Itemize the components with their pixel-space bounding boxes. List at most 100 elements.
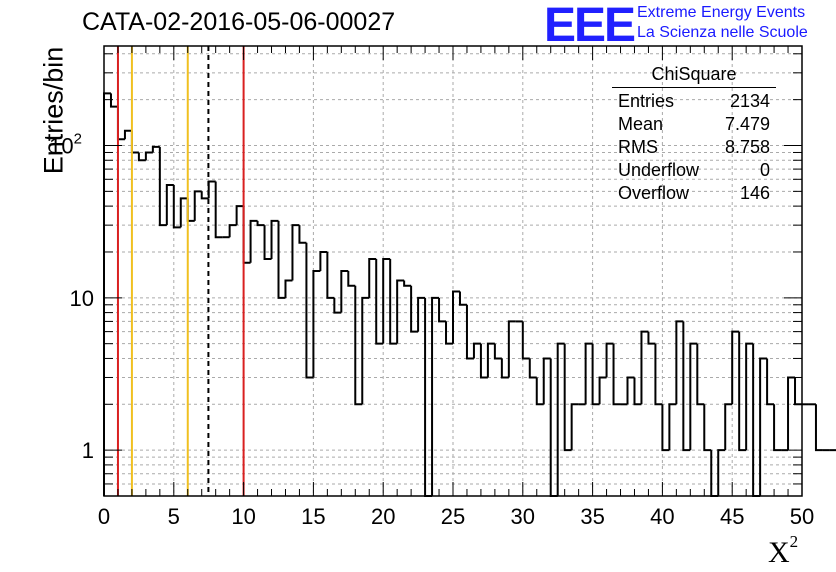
histogram-bin xyxy=(738,331,747,452)
histogram-bin xyxy=(151,145,160,153)
histogram-bin xyxy=(116,106,125,141)
histogram-bin xyxy=(333,297,342,314)
histogram-bin xyxy=(375,258,384,345)
histogram-bin xyxy=(703,404,712,452)
y-tick-label: 1 xyxy=(82,438,94,463)
x-tick-label: 40 xyxy=(650,504,674,529)
eee-logo: EEE xyxy=(544,0,636,52)
histogram-bin xyxy=(326,251,335,299)
histogram-bin xyxy=(626,376,635,405)
histogram-bin xyxy=(172,185,181,229)
stats-label: Overflow xyxy=(618,183,690,203)
histogram-bin xyxy=(256,220,265,227)
histogram-bin xyxy=(389,258,398,345)
histogram-bin xyxy=(486,342,495,378)
histogram-bin xyxy=(263,225,272,260)
histogram-bin xyxy=(570,403,579,451)
histogram-bin xyxy=(745,342,754,451)
y-tick-label: 102 xyxy=(49,130,82,158)
stats-box: ChiSquare Entries 2134 Mean 7.479 RMS 8.758 Un… xyxy=(612,64,776,205)
x-tick-label: 45 xyxy=(720,504,744,529)
histogram-bin xyxy=(682,321,691,452)
histogram-bin xyxy=(361,296,370,405)
y-tick-label: 10 xyxy=(70,286,94,311)
x-tick-label: 25 xyxy=(441,504,465,529)
stats-title: ChiSquare xyxy=(612,64,776,88)
histogram-bin xyxy=(305,242,314,379)
stats-value: 8.758 xyxy=(724,137,770,157)
stats-row: Underflow 0 xyxy=(612,159,776,182)
histogram-bin xyxy=(235,205,244,226)
histogram-bin xyxy=(312,270,321,378)
histogram-bin xyxy=(500,358,509,379)
histogram-bin xyxy=(354,285,363,406)
histogram-bin xyxy=(647,331,656,345)
histogram-bin xyxy=(563,343,572,452)
logo-line1: Extreme Energy Events xyxy=(637,4,806,21)
histogram-bin xyxy=(668,403,677,451)
histogram-bin xyxy=(549,358,558,497)
histogram-bin xyxy=(109,93,118,108)
histogram-bin xyxy=(724,403,733,451)
stats-label: Entries xyxy=(618,91,675,111)
histogram-bin xyxy=(144,151,153,161)
histogram-bin xyxy=(396,279,405,344)
stats-label: Underflow xyxy=(618,160,700,180)
histogram-bin xyxy=(458,291,467,306)
histogram-bin xyxy=(368,257,377,298)
histogram-bin xyxy=(249,219,258,263)
histogram-bin xyxy=(507,320,516,378)
x-tick-label: 10 xyxy=(231,504,255,529)
x-axis-label-sup: 2 xyxy=(789,532,799,551)
histogram-bin xyxy=(123,129,132,140)
x-tick-label: 5 xyxy=(168,504,180,529)
histogram-bin xyxy=(640,330,649,405)
histogram-bin xyxy=(689,342,698,451)
histogram-bin xyxy=(200,191,209,200)
histogram-bin xyxy=(298,225,307,244)
histogram-bin xyxy=(417,296,426,332)
histogram-bin xyxy=(752,343,761,497)
logo-line2: La Scienza nelle Scuole xyxy=(637,24,808,41)
histogram-bin xyxy=(158,146,167,227)
histogram-bin xyxy=(452,290,460,344)
histogram-bin xyxy=(403,280,412,287)
histogram-bin xyxy=(214,181,223,239)
histogram-bin xyxy=(165,184,174,226)
histogram-bin xyxy=(794,377,802,406)
histogram-bin xyxy=(696,343,705,406)
histogram-bin xyxy=(445,321,453,345)
histogram-bin xyxy=(479,343,488,379)
histogram-bin xyxy=(228,224,237,238)
histogram-bin xyxy=(521,321,530,360)
stats-row: RMS 8.758 xyxy=(612,136,776,159)
histogram-bin xyxy=(340,270,349,313)
chart-title: CATA-02-2016-05-06-00027 xyxy=(82,8,396,36)
histogram-bin xyxy=(535,377,544,406)
histogram-bin xyxy=(284,279,293,298)
histogram-bin xyxy=(431,296,440,496)
stats-value: 7.479 xyxy=(724,114,770,134)
x-axis-label: X2 xyxy=(768,532,798,570)
stats-row: Mean 7.479 xyxy=(612,113,776,136)
histogram-bin xyxy=(438,297,447,323)
histogram-bin xyxy=(347,271,356,287)
histogram-bin xyxy=(612,343,621,406)
histogram-bin xyxy=(556,342,565,496)
x-tick-label: 35 xyxy=(580,504,604,529)
stats-value: 0 xyxy=(759,160,770,180)
histogram-bin xyxy=(382,257,391,344)
histogram-bin xyxy=(472,342,481,359)
x-tick-label: 30 xyxy=(511,504,535,529)
histogram-bin xyxy=(291,224,300,281)
stats-row: Overflow 146 xyxy=(612,182,776,205)
histogram-bin xyxy=(103,92,111,496)
histogram-bin xyxy=(605,342,614,378)
histogram-bin xyxy=(598,376,607,405)
histogram-bin xyxy=(277,220,286,299)
histogram-bin xyxy=(766,358,775,406)
histogram-bin xyxy=(137,152,146,162)
histogram-bin xyxy=(654,343,663,406)
histogram-bin xyxy=(207,180,216,199)
